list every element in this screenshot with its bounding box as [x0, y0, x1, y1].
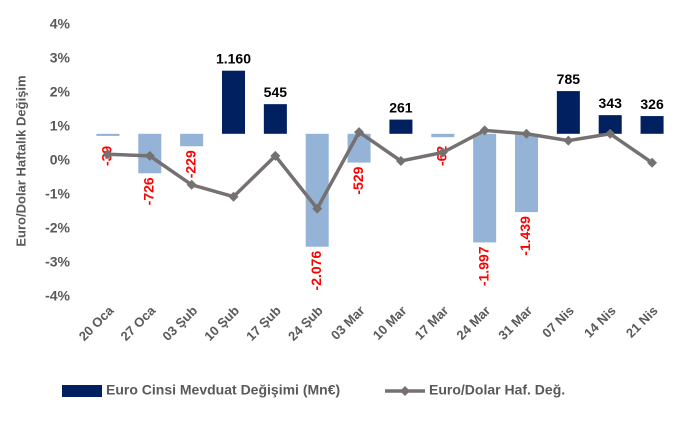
y-tick-label: 2% [50, 84, 71, 100]
x-tick-label: 17 Şub [243, 303, 284, 344]
data-label: 343 [599, 95, 623, 111]
x-tick-label: 10 Mar [370, 303, 410, 343]
x-tick-label: 03 Şub [159, 303, 200, 344]
line-marker [437, 147, 448, 158]
y-tick-label: 3% [50, 50, 71, 66]
y-tick-label: -4% [45, 288, 70, 304]
x-tick-label: 24 Şub [285, 303, 326, 344]
y-axis-label: Euro/Dolar Haftalık Değişim [13, 75, 28, 246]
x-tick-label: 10 Şub [201, 303, 242, 344]
line-marker [563, 135, 574, 146]
line-marker [312, 203, 323, 214]
legend-swatch [62, 385, 102, 397]
bar [556, 91, 580, 134]
bar [640, 116, 664, 134]
line-marker [228, 191, 239, 202]
line-marker [102, 149, 113, 160]
bar [389, 119, 413, 134]
line [107, 128, 654, 212]
bar [221, 70, 246, 134]
data-label: 326 [640, 96, 664, 112]
data-label: -726 [140, 177, 156, 205]
x-tick-label: 03 Mar [328, 303, 368, 343]
y-tick-label: -1% [45, 186, 70, 202]
data-label: -1.439 [517, 216, 533, 256]
line-marker [521, 128, 532, 139]
x-tick-label: 20 Oca [76, 302, 117, 343]
data-label: -229 [182, 150, 198, 178]
x-tick-label: 14 Nis [581, 303, 619, 341]
y-tick-label: 1% [50, 118, 71, 134]
data-label: 1.160 [216, 50, 251, 66]
x-tick-label: 24 Mar [453, 303, 493, 343]
legend-label: Euro/Dolar Haf. Değ. [429, 382, 565, 398]
data-label: 545 [264, 84, 288, 100]
line-marker [395, 156, 406, 166]
bar [263, 104, 287, 134]
legend-swatch [400, 386, 410, 396]
x-tick-label: 21 Nis [623, 303, 661, 341]
data-label: -2.076 [308, 251, 324, 291]
x-tick-label: 17 Mar [412, 303, 452, 343]
bar [305, 133, 329, 247]
line-marker [354, 127, 365, 138]
bar [473, 133, 497, 243]
y-tick-label: -3% [45, 254, 70, 270]
y-tick-label: -2% [45, 220, 70, 236]
line-marker [144, 150, 155, 161]
bar [431, 133, 455, 138]
bar [180, 133, 204, 147]
line-marker [647, 157, 658, 168]
bar [96, 133, 120, 136]
line-marker [479, 125, 490, 136]
x-tick-label: 31 Mar [495, 303, 535, 343]
line-marker [186, 179, 197, 190]
data-label: 785 [557, 71, 581, 87]
line-marker [270, 150, 281, 161]
line-marker [605, 128, 616, 139]
data-label: 261 [389, 99, 413, 115]
y-tick-label: 0% [50, 152, 71, 168]
x-tick-label: 27 Oca [118, 302, 159, 343]
legend-label: Euro Cinsi Mevduat Değişimi (Mn€) [106, 382, 340, 398]
data-label: -529 [350, 166, 366, 194]
data-label: -1.997 [475, 246, 491, 286]
bar [598, 115, 622, 134]
bar [514, 133, 539, 213]
x-tick-label: 07 Nis [539, 303, 577, 341]
y-tick-label: 4% [50, 16, 71, 32]
